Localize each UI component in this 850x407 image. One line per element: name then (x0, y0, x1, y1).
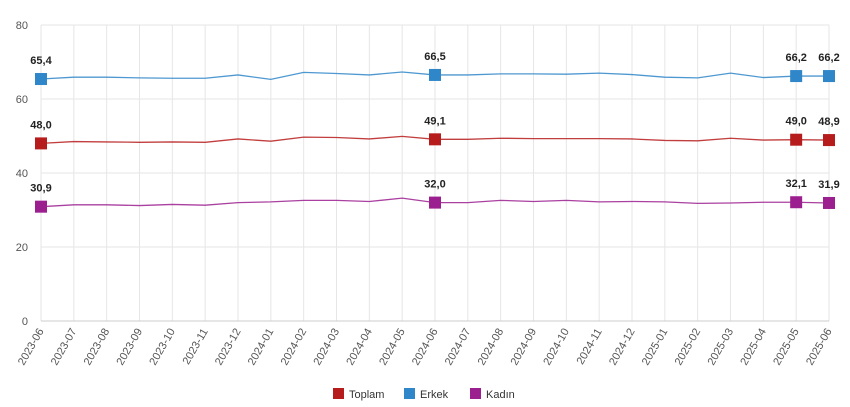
legend-label: Erkek (420, 389, 449, 401)
data-point-marker (823, 134, 835, 147)
x-tick-label: 2023-12 (213, 327, 244, 368)
data-point-marker (35, 200, 47, 213)
x-tick-label: 2024-02 (279, 327, 310, 368)
x-tick-label: 2024-05 (377, 327, 408, 368)
legend-label: Kadın (486, 389, 515, 401)
data-point-marker (429, 68, 441, 81)
data-label: 66,2 (818, 52, 839, 64)
legend-swatch-erkek (404, 388, 415, 399)
y-tick-label: 0 (22, 316, 28, 328)
data-point-marker (35, 137, 47, 150)
x-tick-label: 2025-06 (804, 327, 835, 368)
x-tick-label: 2024-01 (246, 327, 277, 368)
data-point-marker (35, 73, 47, 86)
data-label: 48,0 (30, 119, 51, 131)
x-tick-label: 2024-03 (312, 327, 343, 368)
data-label: 66,5 (424, 51, 445, 63)
legend-label: Toplam (349, 389, 384, 401)
x-tick-label: 2023-11 (181, 327, 211, 367)
data-point-marker (823, 70, 835, 83)
x-tick-label: 2024-06 (410, 327, 441, 368)
x-tick-label: 2023-08 (82, 327, 113, 368)
data-label: 66,2 (785, 52, 806, 64)
data-label: 32,0 (424, 179, 445, 191)
x-tick-label: 2024-09 (509, 327, 540, 368)
data-label: 65,4 (30, 55, 52, 67)
data-label: 49,1 (424, 115, 445, 127)
x-tick-label: 2024-07 (443, 327, 474, 368)
y-tick-label: 40 (16, 168, 28, 180)
x-tick-label: 2023-06 (16, 327, 47, 368)
data-point-marker (823, 196, 835, 209)
data-point-marker (429, 133, 441, 146)
x-tick-label: 2025-02 (673, 327, 704, 368)
x-tick-label: 2025-05 (771, 327, 802, 368)
data-label: 30,9 (30, 183, 51, 195)
x-tick-label: 2023-10 (147, 327, 178, 368)
x-tick-label: 2024-12 (607, 327, 638, 368)
data-point-marker (790, 133, 803, 146)
data-label: 48,9 (818, 116, 839, 128)
x-tick-label: 2025-01 (640, 327, 671, 368)
y-tick-label: 60 (16, 94, 28, 106)
y-tick-label: 20 (16, 242, 28, 254)
data-point-marker (429, 196, 441, 209)
x-tick-label: 2025-04 (738, 327, 769, 368)
x-tick-label: 2024-10 (541, 327, 572, 368)
y-tick-label: 80 (16, 20, 28, 32)
x-tick-label: 2024-11 (575, 327, 605, 367)
x-tick-label: 2024-08 (476, 326, 507, 367)
legend-swatch-toplam (333, 388, 344, 399)
data-label: 49,0 (785, 116, 806, 128)
x-tick-label: 2024-04 (344, 327, 375, 368)
data-point-marker (790, 196, 803, 209)
data-point-marker (790, 70, 803, 83)
legend-swatch-kadın (470, 388, 481, 399)
data-label: 31,9 (818, 179, 839, 191)
x-tick-label: 2023-09 (115, 327, 146, 368)
x-tick-label: 2025-03 (706, 327, 737, 368)
data-label: 32,1 (785, 178, 806, 190)
x-tick-label: 2023-07 (49, 327, 80, 368)
